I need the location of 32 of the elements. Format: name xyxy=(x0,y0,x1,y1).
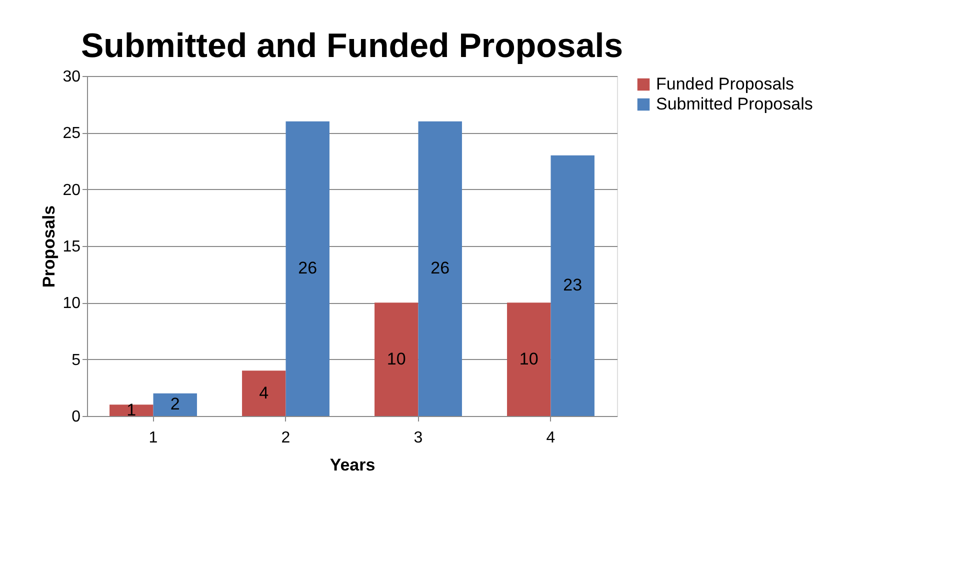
bar xyxy=(374,302,418,416)
x-tick-label: 2 xyxy=(281,430,290,446)
x-tick-label: 4 xyxy=(546,430,556,446)
y-tick-label: 20 xyxy=(62,182,81,199)
data-label: 10 xyxy=(519,349,538,368)
x-axis-title: Years xyxy=(330,456,376,474)
y-axis-title: Proposals xyxy=(40,205,59,288)
y-tick-label: 10 xyxy=(62,295,81,312)
data-label: 26 xyxy=(430,258,450,278)
bar xyxy=(550,155,594,416)
legend-label: Funded Proposals xyxy=(656,74,794,94)
bar xyxy=(418,121,462,416)
y-tick-label: 25 xyxy=(62,125,81,142)
y-tick-label: 0 xyxy=(72,408,81,426)
data-label: 2 xyxy=(170,394,180,414)
x-tick-label: 1 xyxy=(148,430,158,446)
bar xyxy=(242,370,286,416)
data-label: 4 xyxy=(259,383,269,402)
bar xyxy=(110,404,154,416)
data-label: 23 xyxy=(563,276,582,295)
y-tick-label: 30 xyxy=(62,68,81,86)
chart-title: Submitted and Funded Proposals xyxy=(80,27,624,65)
bar xyxy=(507,302,551,416)
y-tick-label: 5 xyxy=(72,352,81,369)
data-label: 26 xyxy=(298,258,318,278)
bar xyxy=(153,393,197,416)
legend-label: Submitted Proposals xyxy=(656,94,813,114)
bar xyxy=(286,121,330,416)
data-label: 10 xyxy=(386,349,406,368)
x-tick-label: 3 xyxy=(414,430,423,446)
y-tick-label: 15 xyxy=(62,238,81,256)
data-label: 1 xyxy=(126,400,136,420)
